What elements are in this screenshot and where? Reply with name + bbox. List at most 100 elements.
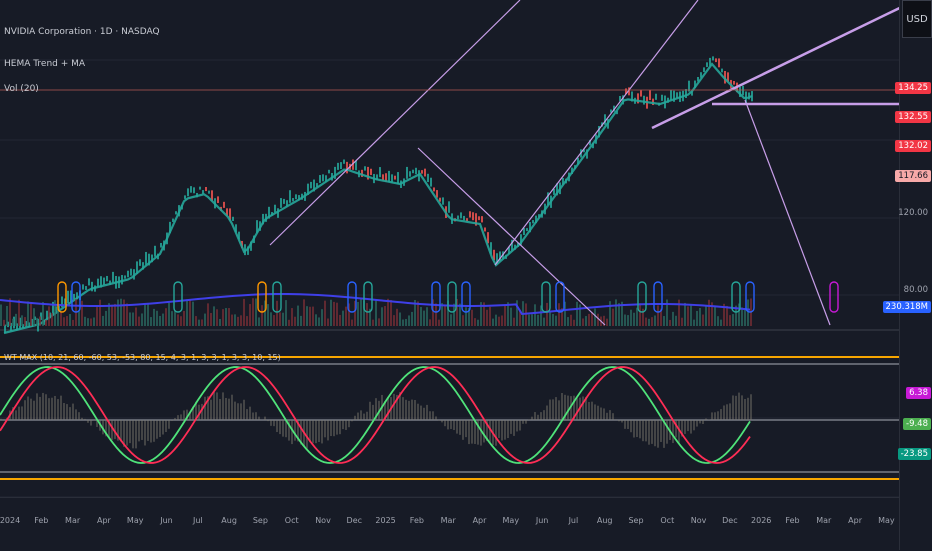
momentum-bar bbox=[441, 420, 443, 422]
volume-bar bbox=[708, 300, 710, 326]
momentum-bar bbox=[597, 406, 599, 420]
price-scale[interactable]: 134.25 132.55 132.02 117.66 120.00 80.00… bbox=[899, 0, 932, 550]
volume-bar bbox=[102, 316, 104, 326]
price-tag: 132.02 bbox=[895, 140, 931, 152]
momentum-bar bbox=[600, 408, 602, 420]
trendline bbox=[495, 0, 698, 265]
volume-bar bbox=[633, 313, 635, 326]
volume-bar bbox=[276, 301, 278, 326]
momentum-bar bbox=[234, 402, 236, 420]
volume-bar bbox=[477, 320, 479, 326]
momentum-bar bbox=[561, 393, 563, 420]
momentum-bar bbox=[462, 420, 464, 440]
candle bbox=[340, 162, 342, 169]
momentum-bar bbox=[534, 412, 536, 420]
volume-bar bbox=[351, 320, 353, 326]
candle bbox=[337, 163, 339, 170]
momentum-bar bbox=[45, 394, 47, 420]
momentum-bar bbox=[453, 420, 455, 430]
time-axis-label: 2024 bbox=[0, 516, 20, 525]
momentum-bar bbox=[402, 397, 404, 420]
volume-bar bbox=[489, 307, 491, 326]
momentum-bar bbox=[627, 420, 629, 429]
candle bbox=[424, 169, 426, 177]
momentum-bar bbox=[630, 420, 632, 432]
candle bbox=[718, 58, 720, 67]
volume-bar bbox=[651, 317, 653, 326]
momentum-bar bbox=[636, 420, 638, 437]
momentum-bar bbox=[333, 420, 335, 436]
momentum-bar bbox=[135, 420, 137, 448]
candle bbox=[733, 81, 735, 85]
momentum-bar bbox=[552, 399, 554, 420]
momentum-bar bbox=[282, 420, 284, 437]
volume-bar bbox=[576, 302, 578, 326]
momentum-bar bbox=[81, 418, 83, 420]
momentum-bar bbox=[723, 405, 725, 420]
volume-bar bbox=[153, 309, 155, 326]
candle bbox=[457, 216, 459, 220]
volume-bar bbox=[717, 316, 719, 326]
candle bbox=[205, 187, 207, 191]
momentum-bar bbox=[252, 413, 254, 420]
momentum-bar bbox=[513, 420, 515, 436]
volume-bar bbox=[639, 303, 641, 326]
momentum-bar bbox=[75, 409, 77, 420]
candle bbox=[532, 220, 534, 223]
candle bbox=[379, 167, 381, 177]
momentum-bar bbox=[543, 410, 545, 420]
momentum-bar bbox=[360, 410, 362, 420]
time-axis-label: Feb bbox=[34, 516, 48, 525]
candle bbox=[199, 187, 201, 190]
volume-bar bbox=[702, 315, 704, 326]
candle bbox=[88, 278, 90, 285]
momentum-bar bbox=[318, 420, 320, 442]
volume-bar bbox=[144, 304, 146, 326]
volume-bar bbox=[357, 302, 359, 326]
volume-bar bbox=[324, 301, 326, 326]
momentum-bar bbox=[510, 420, 512, 434]
momentum-bar bbox=[294, 420, 296, 441]
osc-tag: -23.85 bbox=[898, 448, 931, 460]
volume-bar bbox=[591, 313, 593, 326]
indicator-legend-hema[interactable]: HEMA Trend + MA bbox=[4, 59, 85, 69]
volume-bar bbox=[747, 299, 749, 326]
volume-bar bbox=[318, 317, 320, 326]
volume-bar bbox=[396, 309, 398, 326]
candle bbox=[421, 170, 423, 174]
momentum-bar bbox=[456, 420, 458, 434]
oscillator-legend[interactable]: WT MAX (10, 21, 60, -60, 53, -53, 80, 15… bbox=[4, 353, 281, 362]
momentum-bar bbox=[603, 408, 605, 420]
trendline bbox=[418, 148, 605, 325]
volume-bar bbox=[393, 315, 395, 326]
chart-canvas[interactable] bbox=[0, 0, 899, 497]
candle bbox=[106, 276, 108, 281]
volume-bar bbox=[693, 320, 695, 326]
momentum-bar bbox=[255, 412, 257, 420]
momentum-bar bbox=[312, 420, 314, 443]
volume-bar bbox=[720, 320, 722, 326]
time-axis-label: Oct bbox=[660, 516, 674, 525]
volume-bar bbox=[438, 320, 440, 326]
price-pane bbox=[4, 56, 753, 333]
volume-bar bbox=[663, 316, 665, 326]
volume-bar bbox=[402, 320, 404, 326]
momentum-bar bbox=[39, 397, 41, 420]
currency-button[interactable]: USD bbox=[902, 0, 932, 38]
momentum-bar bbox=[369, 402, 371, 420]
indicator-legend-vol[interactable]: Vol (20) bbox=[4, 84, 39, 94]
time-axis-label: Feb bbox=[410, 516, 424, 525]
momentum-bar bbox=[708, 419, 710, 420]
volume-bar bbox=[336, 303, 338, 326]
candle bbox=[283, 199, 285, 204]
momentum-bar bbox=[150, 420, 152, 442]
volume-bar bbox=[450, 314, 452, 326]
momentum-bar bbox=[684, 420, 686, 434]
volume-bar bbox=[120, 299, 122, 326]
candle bbox=[484, 227, 486, 231]
momentum-bar bbox=[225, 398, 227, 420]
volume-bar bbox=[270, 312, 272, 326]
candle bbox=[715, 58, 717, 62]
volume-bar bbox=[156, 311, 158, 326]
